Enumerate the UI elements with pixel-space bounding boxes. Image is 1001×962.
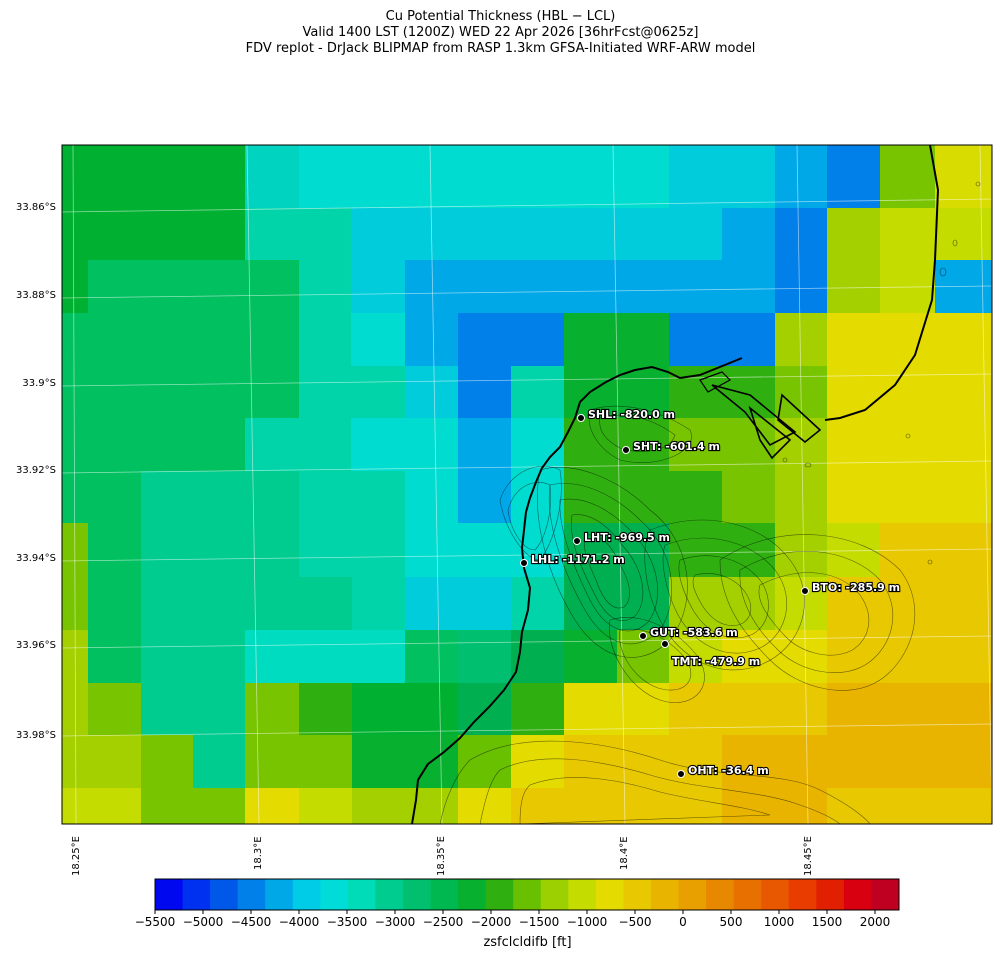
station-marker-lht [573,537,581,545]
colorbar-tick-label: −4000 [278,915,320,929]
station-marker-bto [801,587,809,595]
colorbar-segment [292,879,321,910]
station-marker-oht [677,770,685,778]
station-marker-gut [639,632,647,640]
colorbar-segment [651,879,680,910]
colorbar-tick-label: −3000 [374,915,416,929]
terrain-contours [439,405,916,824]
station-label-lht: LHT: -969.5 m [584,531,670,544]
map-title-line-2: Valid 1400 LST (1200Z) WED 22 Apr 2026 [… [302,25,699,40]
islets [782,181,981,565]
colorbar-segment [623,879,652,910]
colorbar-tick-label: −500 [618,915,652,929]
coastline [411,145,940,824]
colorbar-segment [816,879,845,910]
colorbar-segment [485,879,514,910]
map-frame [61,144,993,825]
lon-label: 18.45°E [803,836,814,876]
station-label-bto: BTO: -285.9 m [812,581,900,594]
colorbar-segment [595,879,624,910]
colorbar-tick-label: −1500 [518,915,560,929]
colorbar-segment [237,879,266,910]
station-marker-shl [577,414,585,422]
colorbar [154,878,900,914]
colorbar-segment [458,879,487,910]
colorbar-segment [265,879,294,910]
colorbar-segment [320,879,349,910]
colorbar-tick-label: −1000 [566,915,608,929]
lat-label: 33.88°S [16,290,56,301]
colorbar-tick-label: 0 [679,915,687,929]
station-label-tmt: TMT: -479.9 m [672,655,760,668]
station-label-lhl: LHL: -1171.2 m [531,553,625,566]
lat-label: 33.86°S [16,202,56,213]
colorbar-segment [706,879,735,910]
lon-label: 18.25°E [71,836,82,876]
colorbar-tick-label: 1500 [811,915,843,929]
thickness-field [62,145,992,824]
colorbar-tick-label: −2000 [470,915,512,929]
colorbar-segment [540,879,569,910]
colorbar-segment [375,879,404,910]
colorbar-frame [154,878,900,911]
colorbar-segment [568,879,597,910]
colorbar-segment [513,879,542,910]
station-label-gut: GUT: -583.6 m [650,626,738,639]
station-labels: SHL: -820.0 m SHT: -601.4 m LHT: -969.5 … [530,407,901,778]
graticule-lines [62,145,992,824]
lat-label: 33.92°S [16,465,56,476]
lon-label: 18.4°E [619,836,630,870]
station-label-oht: OHT: -36.4 m [688,764,769,777]
lon-label: 18.3°E [253,836,264,870]
colorbar-segment [347,879,376,910]
lat-label: 33.94°S [16,553,56,564]
station-marker-lhl [520,559,528,567]
station-label-sht: SHT: -601.4 m [633,440,720,453]
station-marker-tmt [661,640,669,648]
station-marker-sht [622,446,630,454]
colorbar-segment [788,879,817,910]
colorbar-label: zsfclcldifb [ft] [483,935,572,950]
lat-label: 33.96°S [16,640,56,651]
colorbar-segment [843,879,872,910]
colorbar-segment [733,879,762,910]
lon-label: 18.35°E [436,836,447,876]
map-title-line-1: Cu Potential Thickness (HBL − LCL) [385,9,616,24]
colorbar-segment [155,879,184,910]
colorbar-tick-label: 1000 [763,915,795,929]
colorbar-segment [210,879,239,910]
lat-label: 33.9°S [22,378,56,389]
lat-label: 33.98°S [16,730,56,741]
colorbar-tick-label: −4500 [230,915,272,929]
station-label-shl: SHL: -820.0 m [588,408,675,421]
colorbar-segment [678,879,707,910]
colorbar-segment [182,879,211,910]
colorbar-tick-label: 500 [719,915,743,929]
colorbar-tick-label: −2500 [422,915,464,929]
colorbar-tick-label: 2000 [859,915,891,929]
colorbar-tick-label: −3500 [326,915,368,929]
colorbar-segment [871,879,900,910]
colorbar-segment [761,879,790,910]
station-markers [520,414,809,778]
colorbar-segment [403,879,432,910]
colorbar-tick-label: −5000 [182,915,224,929]
colorbar-segment [430,879,459,910]
colorbar-tick-label: −5500 [134,915,176,929]
map-field [62,145,992,824]
map-title-line-3: FDV replot - DrJack BLIPMAP from RASP 1.… [245,41,756,56]
